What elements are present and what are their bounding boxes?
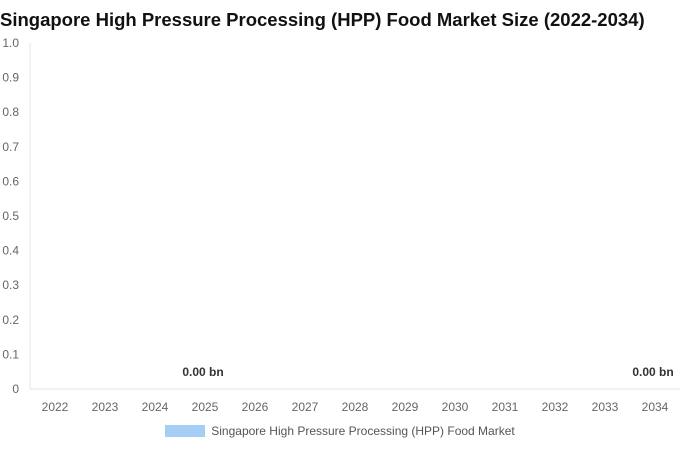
- legend-swatch: [165, 425, 206, 437]
- y-tick-label: 0.4: [2, 244, 19, 258]
- x-tick-label: 2023: [92, 400, 119, 414]
- y-tick-label: 0.5: [2, 209, 19, 223]
- y-tick-label: 0.8: [2, 105, 19, 119]
- y-tick-label: 0.3: [2, 278, 19, 292]
- x-tick-label: 2033: [592, 400, 619, 414]
- y-tick-label: 0.7: [2, 140, 19, 154]
- x-tick-label: 2032: [542, 400, 569, 414]
- x-tick-label: 2022: [42, 400, 69, 414]
- x-tick-label: 2024: [142, 400, 169, 414]
- x-tick-label: 2030: [442, 400, 469, 414]
- y-tick-label: 0.9: [2, 71, 19, 85]
- x-tick-label: 2027: [292, 400, 319, 414]
- x-tick-label: 2029: [392, 400, 419, 414]
- y-tick-label: 0: [12, 382, 19, 396]
- x-tick-label: 2031: [492, 400, 519, 414]
- chart-title: Singapore High Pressure Processing (HPP)…: [0, 9, 645, 30]
- x-tick-label: 2026: [242, 400, 269, 414]
- x-tick-label: 2028: [342, 400, 369, 414]
- legend: Singapore High Pressure Processing (HPP)…: [0, 424, 680, 438]
- data-label: 0.00 bn: [632, 365, 673, 379]
- x-tick-label: 2034: [642, 400, 669, 414]
- legend-label: Singapore High Pressure Processing (HPP)…: [211, 424, 515, 438]
- x-tick-label: 2025: [192, 400, 219, 414]
- data-label: 0.00 bn: [182, 365, 223, 379]
- y-tick-label: 0.1: [2, 347, 19, 361]
- y-tick-label: 0.6: [2, 174, 19, 188]
- y-tick-label: 0.2: [2, 313, 19, 327]
- y-tick-label: 1.0: [2, 36, 19, 50]
